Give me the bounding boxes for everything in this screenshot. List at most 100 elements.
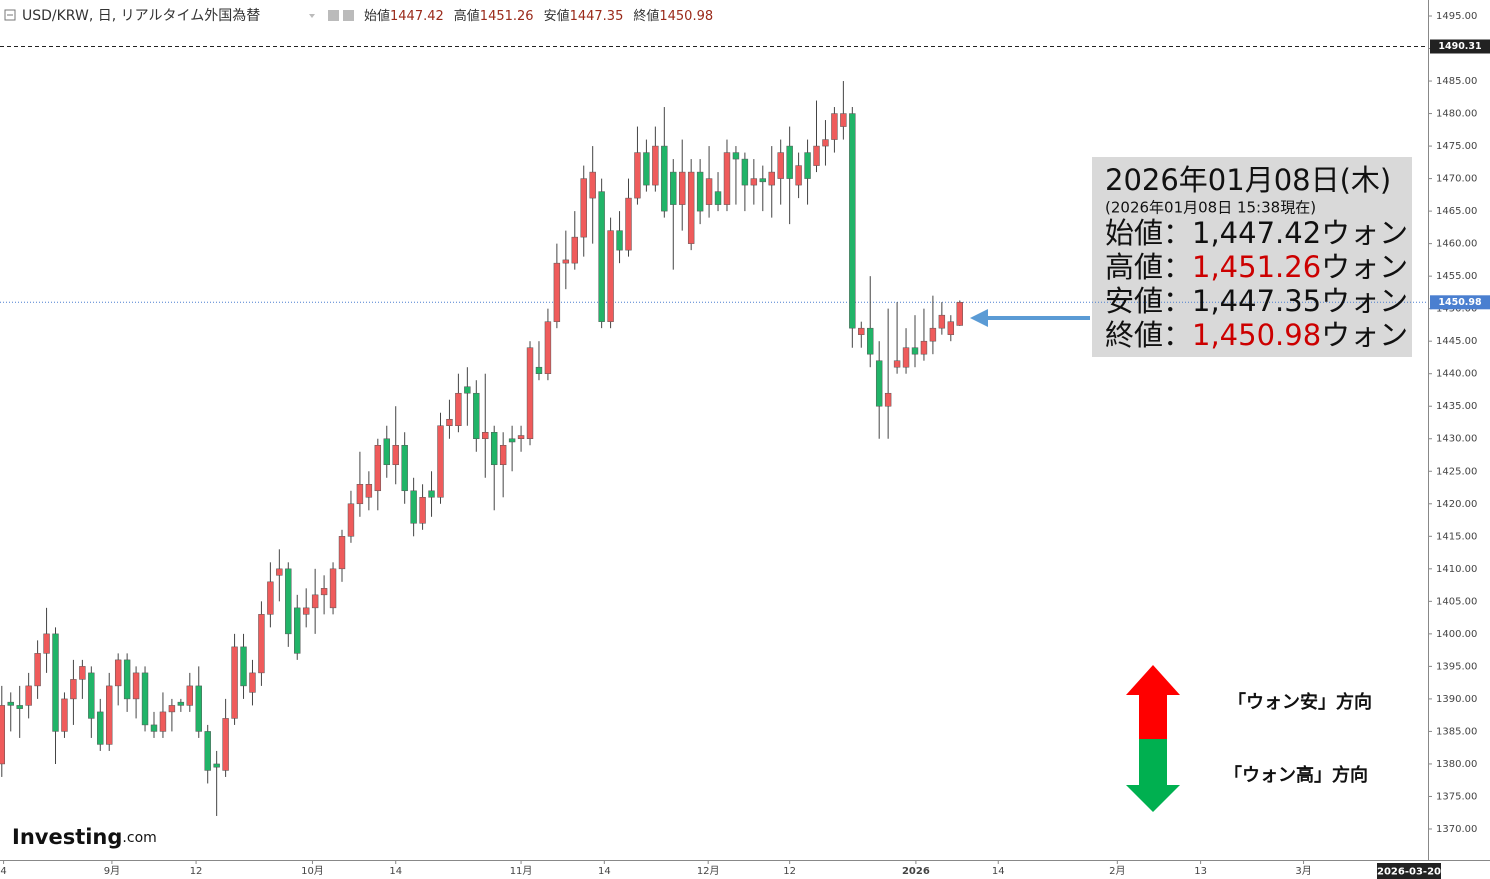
candle-body <box>795 165 802 186</box>
candle-body <box>61 698 68 732</box>
candle-body <box>670 171 677 205</box>
candle-body <box>141 672 149 726</box>
candle-body <box>732 152 740 160</box>
dropdown-caret[interactable] <box>309 14 315 18</box>
callout-box <box>1092 157 1412 357</box>
candle-body <box>911 347 919 355</box>
x-tick-label: 14 <box>598 866 611 877</box>
candle-body <box>849 113 856 329</box>
candle-body <box>768 171 775 186</box>
candle-body <box>840 113 847 127</box>
candle-body <box>517 435 525 439</box>
callout-date: 2026年01月08日(木) <box>1105 163 1391 197</box>
x-tick-label: 12月 <box>697 865 720 877</box>
candle-body <box>804 152 811 179</box>
callout-row: 高値：1,451.26ウォン <box>1105 250 1408 284</box>
callout-row-unit: ウォン <box>1321 318 1408 352</box>
candle-body <box>714 191 722 205</box>
y-tick-label: 1375.00 <box>1436 791 1477 802</box>
x-tick-label: 12 <box>190 866 203 877</box>
y-tick-label: 1390.00 <box>1436 694 1477 705</box>
candle-body <box>294 607 301 654</box>
candle-body <box>222 718 229 771</box>
y-tick-label: 1455.00 <box>1436 271 1477 282</box>
price-line-box <box>1430 39 1490 54</box>
candle-body <box>320 588 328 596</box>
candle-body <box>231 646 238 719</box>
settings-icon[interactable] <box>328 10 339 21</box>
collapse-icon[interactable] <box>4 9 16 21</box>
candle-body <box>956 302 963 326</box>
callout-row: 始値：1,447.42ウォン <box>1105 216 1408 250</box>
callout-row: 終値：1,450.98ウォン <box>1105 318 1408 352</box>
candle-body <box>168 705 176 713</box>
y-tick-label: 1405.00 <box>1436 596 1477 607</box>
callout-row-value: 1,451.26 <box>1192 250 1321 284</box>
y-tick-label: 1425.00 <box>1436 466 1477 477</box>
x-cursor-label: 2026-03-20 <box>1377 867 1441 878</box>
legend-up: 「ウォン安」方向 <box>1228 691 1372 713</box>
candle-body <box>428 490 435 498</box>
callout-asof: (2026年01月08日 15:38現在) <box>1105 199 1316 217</box>
candle-body <box>437 425 444 498</box>
y-tick-label: 1370.00 <box>1436 824 1477 835</box>
ohlc-value: 1451.26 <box>480 9 534 24</box>
up-arrow <box>1126 665 1180 739</box>
candle-body <box>7 701 14 706</box>
candle-body <box>195 685 202 732</box>
x-tick-label: 12 <box>783 866 796 877</box>
candle-body <box>902 347 910 368</box>
candle-body <box>106 685 113 745</box>
candle-body <box>249 672 256 693</box>
eye-icon[interactable] <box>343 10 354 21</box>
y-tick-label: 1430.00 <box>1436 434 1477 445</box>
candle-body <box>240 646 247 687</box>
callout-row: 安値：1,447.35ウォン <box>1105 284 1408 318</box>
candle-body <box>920 340 928 355</box>
candle-body <box>79 666 86 680</box>
candle-body <box>276 568 283 576</box>
candle-body <box>123 659 131 700</box>
candle-body <box>401 445 408 492</box>
callout-row-value: 1,447.42 <box>1192 216 1321 250</box>
y-tick-label: 1485.00 <box>1436 76 1477 87</box>
candle-body <box>177 701 185 706</box>
y-tick-label: 1495.00 <box>1436 11 1477 22</box>
candle-body <box>410 490 417 524</box>
candle-body <box>455 392 462 426</box>
callout-row-label: 始値： <box>1105 216 1192 250</box>
candle-body <box>705 178 713 205</box>
legend-down: 「ウォン高」方向 <box>1224 764 1368 786</box>
candle-body <box>813 145 820 166</box>
candle-body <box>446 418 453 426</box>
candle-body <box>508 438 516 443</box>
y-tick-label: 1475.00 <box>1436 141 1477 152</box>
callout-row-unit: ウォン <box>1321 284 1408 318</box>
candle-body <box>634 152 641 199</box>
candle-body <box>285 568 292 635</box>
price-line-label: 1490.31 <box>1438 41 1481 52</box>
candle-body <box>114 659 122 687</box>
ohlc-text: 始値1447.42 高値1451.26 安値1447.35 終値1450.98 <box>364 8 713 24</box>
ohlc-value: 1450.98 <box>659 9 713 24</box>
candle-body <box>482 431 489 439</box>
candle-body <box>661 145 668 212</box>
logo-brand: Investing <box>12 825 122 849</box>
candle-body <box>490 431 498 466</box>
ohlc-readout: 始値1447.42 高値1451.26 安値1447.35 終値1450.98 <box>364 8 713 24</box>
candle-body <box>374 445 382 492</box>
y-tick-label: 1385.00 <box>1436 726 1477 737</box>
candle-body <box>938 314 946 329</box>
y-tick-label: 1465.00 <box>1436 206 1477 217</box>
y-tick-label: 1445.00 <box>1436 336 1477 347</box>
y-tick-label: 1435.00 <box>1436 401 1477 412</box>
ohlc-value: 1447.35 <box>570 9 624 24</box>
candle-body <box>759 178 766 183</box>
x-tick-label: 4 <box>0 866 6 877</box>
x-tick-label: 11月 <box>510 865 533 877</box>
candle-body <box>473 392 480 439</box>
candle-body <box>607 230 614 322</box>
callout-row-value: 1,447.35 <box>1192 284 1321 318</box>
candle-body <box>526 347 534 439</box>
candle-body <box>356 484 364 505</box>
